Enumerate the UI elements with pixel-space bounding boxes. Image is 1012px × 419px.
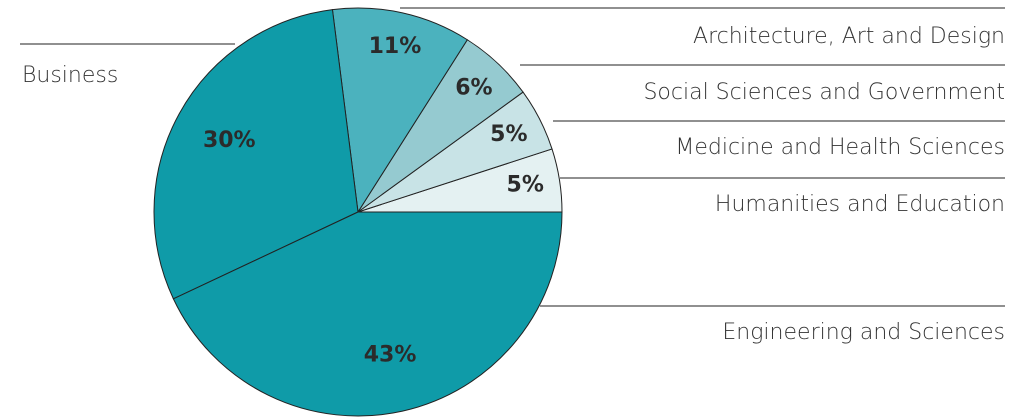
pie-slice bbox=[172, 211, 563, 417]
category-label: Architecture, Art and Design bbox=[693, 24, 1005, 49]
category-label: Medicine and Health Sciences bbox=[675, 135, 1005, 160]
pie-slice bbox=[331, 7, 468, 214]
category-label: Social Sciences and Government bbox=[643, 80, 1005, 105]
category-label: Business bbox=[22, 63, 118, 88]
slice-label: 11% bbox=[369, 34, 422, 59]
slice-label: 43% bbox=[364, 342, 417, 367]
slice-label: 5% bbox=[490, 122, 527, 147]
slice-label: 6% bbox=[455, 76, 492, 101]
slice-label: 30% bbox=[203, 128, 256, 153]
slice-label: 5% bbox=[507, 173, 544, 198]
category-label: Humanities and Education bbox=[715, 192, 1005, 217]
pie-slice bbox=[153, 9, 359, 300]
category-label: Engineering and Sciences bbox=[722, 320, 1005, 345]
